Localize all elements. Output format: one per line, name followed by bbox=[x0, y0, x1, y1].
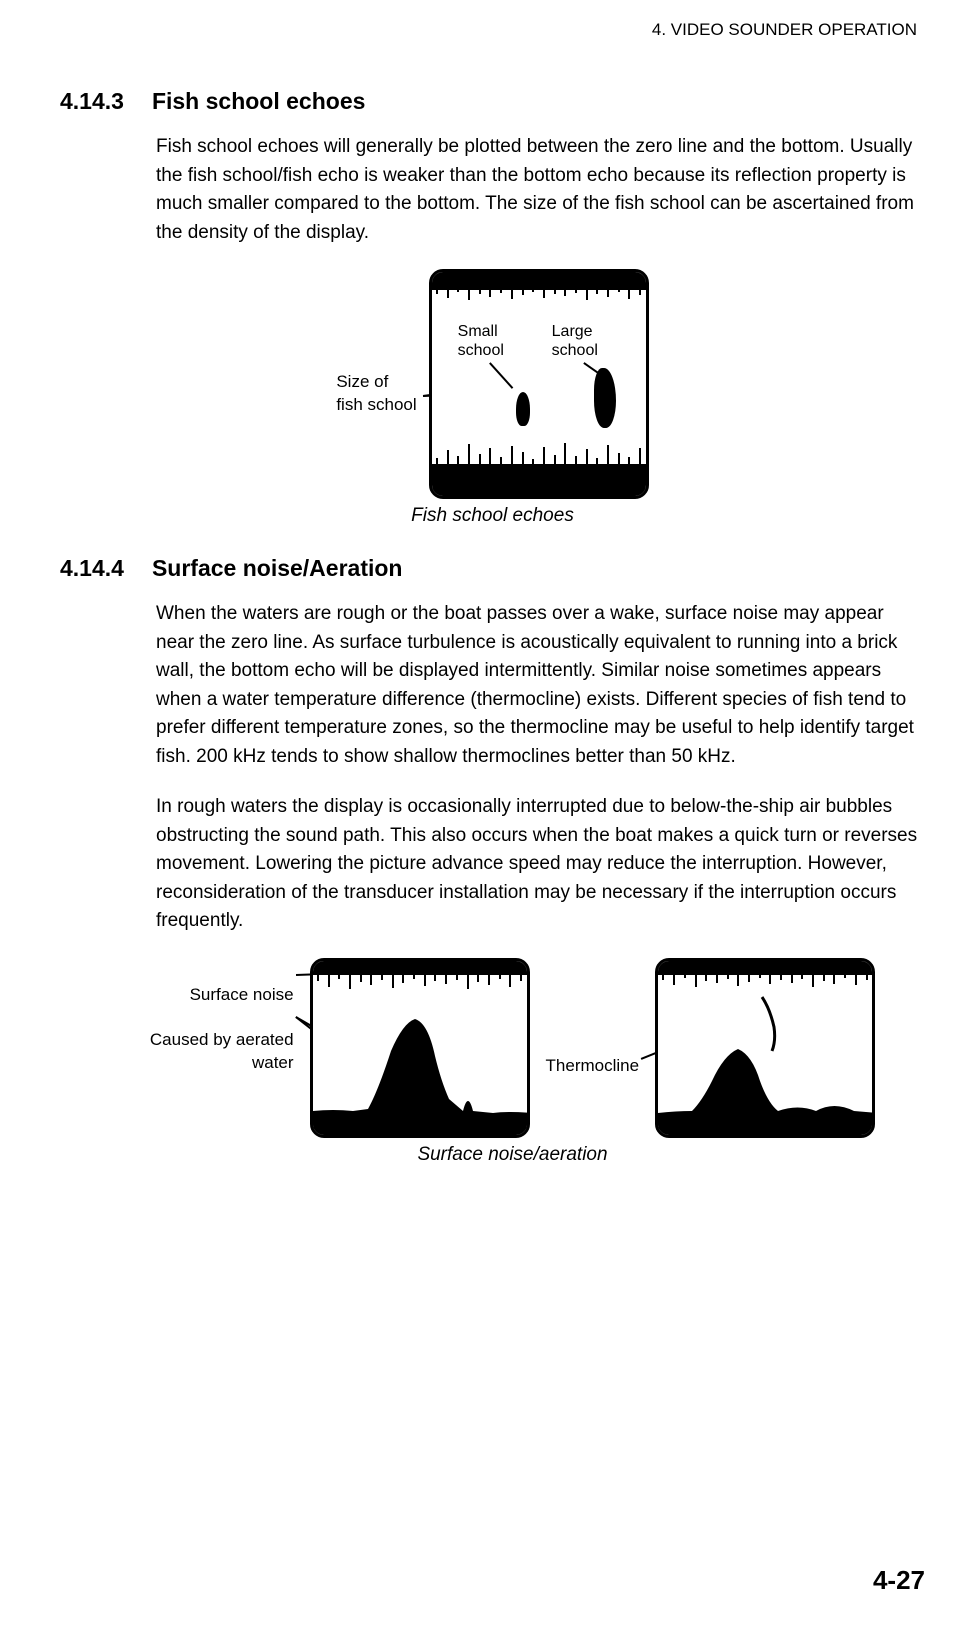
section-heading: 4.14.3 Fish school echoes bbox=[60, 88, 925, 115]
surface-noise bbox=[432, 288, 646, 302]
section-paragraph: In rough waters the display is occasiona… bbox=[156, 793, 925, 936]
bottom-noise-under bbox=[432, 486, 646, 496]
thermocline-line bbox=[658, 961, 875, 1138]
label-line: Caused by aerated bbox=[150, 1029, 294, 1052]
label-line: school bbox=[458, 341, 504, 360]
label-line: fish school bbox=[336, 394, 416, 417]
echo-mound bbox=[313, 961, 530, 1138]
page-number: 4-27 bbox=[873, 1565, 925, 1596]
figure-caption: Surface noise/aeration bbox=[417, 1144, 607, 1166]
section-heading: 4.14.4 Surface noise/Aeration bbox=[60, 555, 925, 582]
sounder-display-left bbox=[310, 958, 530, 1138]
figure-surface-noise: Surface noise Caused by aerated water bbox=[100, 958, 925, 1166]
label-surface-noise: Surface noise bbox=[150, 984, 294, 1007]
section-surface-noise-aeration: 4.14.4 Surface noise/Aeration When the w… bbox=[60, 555, 925, 1166]
section-fish-school-echoes: 4.14.3 Fish school echoes Fish school ec… bbox=[60, 88, 925, 527]
bottom-band bbox=[313, 1121, 527, 1135]
label-line: Small bbox=[458, 322, 504, 341]
sounder-display-right bbox=[655, 958, 875, 1138]
figure-caption: Fish school echoes bbox=[411, 505, 574, 527]
figure-side-label: Size of fish school bbox=[336, 371, 416, 417]
section-number: 4.14.3 bbox=[60, 88, 124, 115]
section-paragraph: When the waters are rough or the boat pa… bbox=[156, 600, 925, 771]
bottom-noise bbox=[432, 442, 646, 466]
chapter-header: 4. VIDEO SOUNDER OPERATION bbox=[60, 20, 917, 40]
label-line: Large bbox=[552, 322, 598, 341]
label-small-school: Small school bbox=[458, 322, 504, 360]
fish-school-large bbox=[594, 368, 616, 428]
label-line: water bbox=[150, 1052, 294, 1075]
section-paragraph: Fish school echoes will generally be plo… bbox=[156, 133, 925, 247]
label-line: Size of bbox=[336, 371, 416, 394]
section-number: 4.14.4 bbox=[60, 555, 124, 582]
section-title: Surface noise/Aeration bbox=[152, 555, 925, 582]
fish-school-small bbox=[516, 392, 530, 426]
section-title: Fish school echoes bbox=[152, 88, 925, 115]
bottom-band bbox=[658, 1121, 872, 1135]
label-line: school bbox=[552, 341, 598, 360]
connector-line bbox=[489, 362, 513, 388]
label-thermocline: Thermocline bbox=[546, 1056, 640, 1076]
label-aerated-water: Caused by aerated water bbox=[150, 1029, 294, 1075]
sounder-display: Small school Large school bbox=[429, 269, 649, 499]
figure-fish-school: Size of fish school bbox=[60, 269, 925, 527]
label-large-school: Large school bbox=[552, 322, 598, 360]
